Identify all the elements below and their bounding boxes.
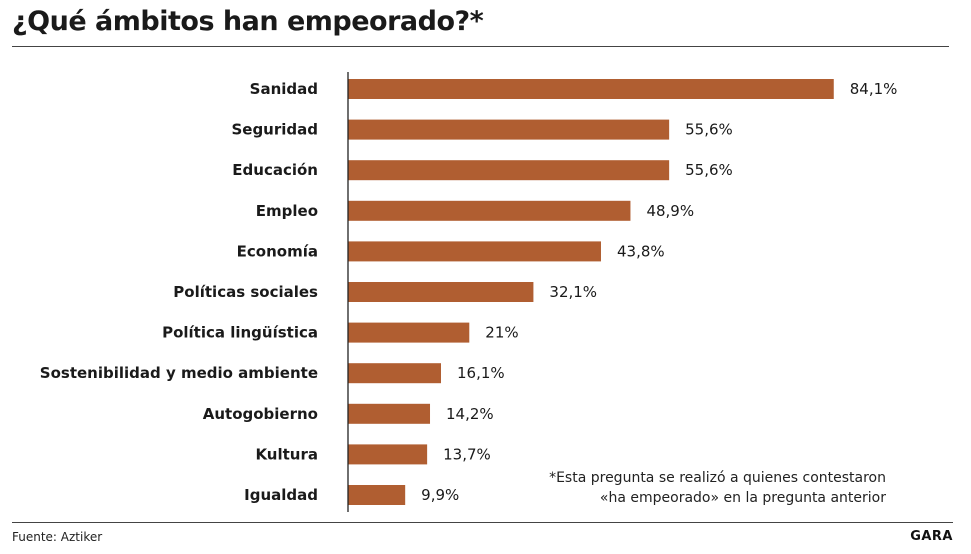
- brand-logo: GARA: [910, 529, 953, 544]
- bar: [348, 485, 406, 505]
- value-label: 84,1%: [850, 80, 898, 98]
- value-label: 14,2%: [446, 405, 494, 423]
- value-label: 9,9%: [421, 486, 459, 504]
- chart-title: ¿Qué ámbitos han empeorado?*: [12, 6, 484, 37]
- category-label: Sanidad: [250, 80, 318, 98]
- bar: [348, 160, 670, 181]
- value-label: 48,9%: [646, 202, 694, 220]
- footnote-line-1: *Esta pregunta se realizó a quienes cont…: [549, 470, 886, 486]
- category-label: Kultura: [255, 445, 318, 463]
- value-label: 16,1%: [457, 364, 505, 382]
- category-label: Igualdad: [244, 486, 318, 504]
- bar: [348, 79, 834, 99]
- value-label: 55,6%: [685, 161, 733, 179]
- value-label: 32,1%: [549, 283, 597, 301]
- bar: [348, 241, 601, 262]
- category-label: Sostenibilidad y medio ambiente: [40, 364, 318, 382]
- category-label: Empleo: [256, 202, 318, 220]
- footnote-line-2: «ha empeorado» en la pregunta anterior: [599, 490, 886, 506]
- bar: [348, 200, 631, 221]
- bars-layer: Sanidad 84,1% Seguridad 55,6% Educación 55,6%…: [40, 79, 898, 505]
- bar: [348, 322, 470, 343]
- category-label: Seguridad: [231, 121, 318, 139]
- footnote: *Esta pregunta se realizó a quienes cont…: [549, 468, 886, 508]
- value-label: 55,6%: [685, 121, 733, 139]
- value-label: 13,7%: [443, 445, 491, 463]
- footer-divider: [12, 522, 953, 523]
- category-label: Política lingüística: [162, 324, 318, 342]
- title-divider: [12, 46, 949, 47]
- bar: [348, 282, 534, 302]
- category-label: Economía: [237, 242, 318, 260]
- value-label: 21%: [485, 324, 518, 342]
- bar: [348, 363, 441, 384]
- bar: [348, 403, 431, 424]
- category-label: Educación: [232, 161, 318, 179]
- value-label: 43,8%: [617, 242, 665, 260]
- source-label: Fuente: Aztiker: [12, 530, 103, 544]
- category-label: Autogobierno: [203, 405, 318, 423]
- bar: [348, 444, 428, 465]
- category-label: Políticas sociales: [173, 283, 318, 301]
- bar: [348, 119, 670, 140]
